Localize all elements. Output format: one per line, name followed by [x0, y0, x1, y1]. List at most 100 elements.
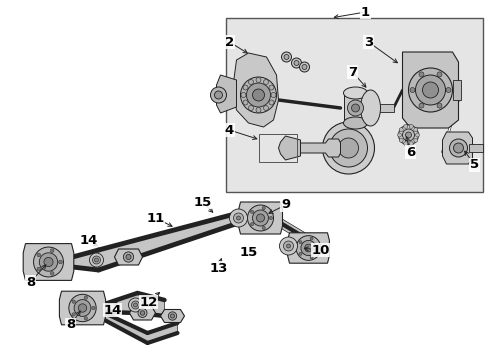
Circle shape	[263, 80, 268, 85]
Circle shape	[74, 300, 91, 316]
Circle shape	[298, 241, 302, 244]
Circle shape	[138, 309, 147, 318]
Circle shape	[329, 129, 367, 167]
Circle shape	[397, 133, 401, 137]
Circle shape	[351, 104, 359, 112]
Circle shape	[262, 226, 265, 229]
Circle shape	[233, 213, 243, 223]
Circle shape	[59, 260, 62, 264]
Polygon shape	[402, 52, 458, 128]
Circle shape	[403, 141, 407, 145]
Circle shape	[322, 122, 374, 174]
Circle shape	[309, 256, 312, 259]
Circle shape	[302, 64, 306, 69]
Polygon shape	[114, 249, 142, 265]
Circle shape	[250, 210, 253, 213]
Circle shape	[398, 125, 418, 145]
Circle shape	[415, 133, 419, 137]
Circle shape	[131, 301, 139, 309]
Circle shape	[279, 237, 297, 255]
Circle shape	[300, 240, 315, 256]
Circle shape	[84, 317, 87, 320]
Circle shape	[168, 312, 176, 320]
Text: 8: 8	[26, 275, 35, 288]
Circle shape	[296, 236, 320, 260]
Circle shape	[418, 103, 423, 108]
Text: 9: 9	[281, 198, 289, 211]
Text: 5: 5	[469, 158, 478, 171]
Circle shape	[50, 271, 54, 275]
Bar	[225, 18, 482, 192]
Circle shape	[210, 87, 226, 103]
Circle shape	[270, 93, 275, 98]
Circle shape	[452, 143, 463, 153]
Polygon shape	[300, 139, 340, 157]
Circle shape	[126, 255, 131, 260]
Circle shape	[284, 54, 288, 59]
Polygon shape	[232, 53, 278, 127]
Polygon shape	[72, 213, 238, 270]
Polygon shape	[104, 313, 177, 343]
Circle shape	[422, 82, 438, 98]
Circle shape	[418, 72, 423, 77]
Circle shape	[72, 300, 75, 303]
Text: 15: 15	[239, 246, 257, 258]
Polygon shape	[280, 218, 305, 250]
Polygon shape	[287, 233, 329, 263]
Circle shape	[248, 80, 253, 85]
Circle shape	[92, 256, 101, 264]
Circle shape	[44, 257, 53, 267]
Circle shape	[252, 210, 268, 226]
Circle shape	[304, 244, 312, 252]
Text: 1: 1	[360, 5, 369, 18]
Circle shape	[436, 72, 441, 77]
Circle shape	[448, 139, 467, 157]
Circle shape	[236, 216, 240, 220]
Circle shape	[268, 100, 273, 105]
Bar	[468, 144, 482, 152]
Circle shape	[123, 252, 133, 262]
Polygon shape	[104, 293, 164, 316]
Bar	[343, 93, 368, 123]
Circle shape	[78, 304, 86, 312]
Circle shape	[94, 258, 98, 262]
Polygon shape	[160, 310, 184, 323]
Circle shape	[262, 207, 265, 210]
Circle shape	[436, 103, 441, 108]
Text: 15: 15	[193, 195, 211, 208]
Circle shape	[269, 216, 272, 220]
Circle shape	[402, 129, 414, 141]
Circle shape	[229, 209, 247, 227]
Ellipse shape	[343, 87, 367, 99]
Polygon shape	[278, 136, 300, 160]
Circle shape	[283, 241, 293, 251]
Circle shape	[445, 87, 450, 93]
Bar	[451, 80, 460, 100]
Circle shape	[34, 247, 63, 277]
Polygon shape	[23, 244, 74, 280]
Circle shape	[407, 68, 451, 112]
Text: 11: 11	[146, 211, 164, 225]
Text: 13: 13	[209, 261, 227, 274]
Text: 6: 6	[405, 145, 414, 158]
Circle shape	[84, 296, 87, 299]
Text: 2: 2	[224, 36, 234, 49]
Circle shape	[413, 138, 417, 142]
Circle shape	[298, 252, 302, 255]
Circle shape	[50, 249, 54, 252]
Circle shape	[268, 85, 273, 90]
Text: 3: 3	[363, 36, 372, 49]
Circle shape	[248, 105, 253, 111]
Circle shape	[243, 85, 247, 90]
Circle shape	[250, 222, 253, 226]
Text: 4: 4	[224, 123, 234, 136]
Circle shape	[37, 267, 41, 271]
Text: 7: 7	[347, 66, 356, 78]
Circle shape	[408, 125, 412, 129]
Circle shape	[347, 100, 363, 116]
Polygon shape	[442, 132, 471, 164]
Circle shape	[299, 62, 309, 72]
Polygon shape	[238, 202, 282, 234]
Circle shape	[291, 58, 301, 68]
Ellipse shape	[360, 90, 380, 126]
